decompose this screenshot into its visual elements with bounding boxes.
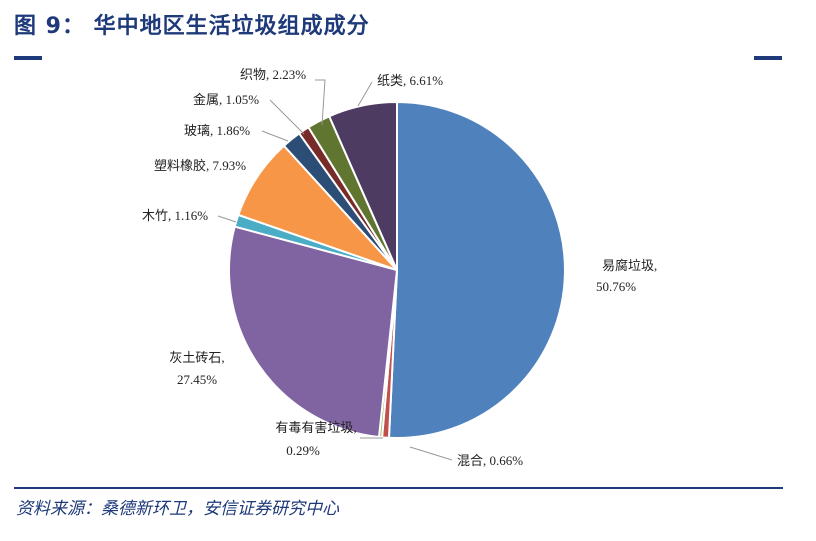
slice-label: 易腐垃圾,	[602, 258, 657, 273]
slice-label: 50.76%	[596, 279, 636, 294]
source-note: 资料来源：桑德新环卫，安信证券研究中心	[16, 499, 339, 519]
leader-line	[357, 81, 373, 107]
pie-slice	[327, 100, 398, 271]
slice-label: 27.45%	[177, 372, 217, 387]
slice-label: 玻璃, 1.86%	[184, 123, 250, 138]
leader-line	[261, 130, 289, 142]
leader-line	[217, 215, 237, 223]
pie-slices	[228, 100, 566, 439]
title-rule-right	[754, 56, 782, 60]
pie-slice	[387, 100, 566, 439]
slice-label: 0.29%	[286, 443, 320, 458]
slice-label: 混合, 0.66%	[457, 453, 523, 468]
footer-rule	[14, 487, 783, 489]
slice-label: 灰土砖石,	[169, 350, 224, 365]
title-rule-left	[14, 56, 42, 60]
slice-label: 木竹, 1.16%	[142, 208, 208, 223]
figure-title: 图 9： 华中地区生活垃圾组成成分	[14, 14, 370, 39]
slice-label: 金属, 1.05%	[193, 92, 259, 107]
leader-lines	[217, 79, 453, 461]
slice-labels: 易腐垃圾, 50.76% 混合, 0.66% 有毒有害垃圾, 0.29% 灰土砖石, 27.…	[142, 67, 657, 468]
slice-label: 织物, 2.23%	[240, 67, 306, 82]
leader-line	[409, 446, 453, 461]
pie-slice	[228, 225, 399, 439]
leader-line	[269, 99, 305, 135]
leader-line	[315, 79, 326, 126]
slice-label: 纸类, 6.61%	[377, 73, 443, 88]
slice-label: 有毒有害垃圾,	[275, 420, 356, 435]
slice-label: 塑料橡胶, 7.93%	[154, 158, 246, 173]
